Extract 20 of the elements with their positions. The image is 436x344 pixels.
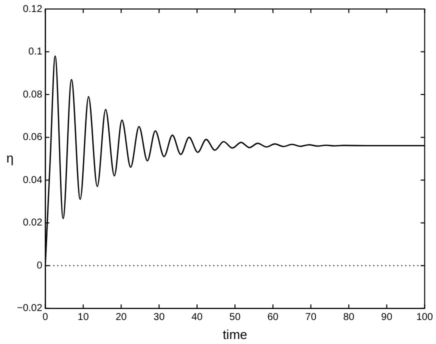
y-tick-label: 0.08: [22, 89, 43, 100]
x-tick-label: 10: [78, 312, 90, 324]
y-tick-label: 0.12: [22, 4, 43, 15]
x-axis-title: time: [222, 326, 248, 342]
x-tick-label: 90: [381, 312, 393, 324]
x-tick-label: 70: [305, 312, 317, 324]
x-tick-label: 80: [343, 312, 355, 324]
x-tick-label: 50: [229, 312, 241, 324]
y-tick-label: 0.04: [22, 174, 43, 186]
x-tick-label: 30: [154, 312, 166, 324]
y-tick-label: 0.02: [22, 218, 43, 229]
y-axis-title: η: [6, 150, 14, 166]
x-tick-label: 60: [267, 312, 279, 324]
y-tick-label: 0: [36, 260, 43, 272]
y-tick-label: −0.02: [16, 303, 43, 314]
x-tick-label: 40: [191, 312, 204, 324]
x-tick-label: 20: [116, 312, 128, 324]
y-tick-label: 0.06: [22, 132, 43, 144]
y-tick-label: 0.1: [28, 46, 43, 58]
x-tick-label: 100: [416, 312, 434, 324]
